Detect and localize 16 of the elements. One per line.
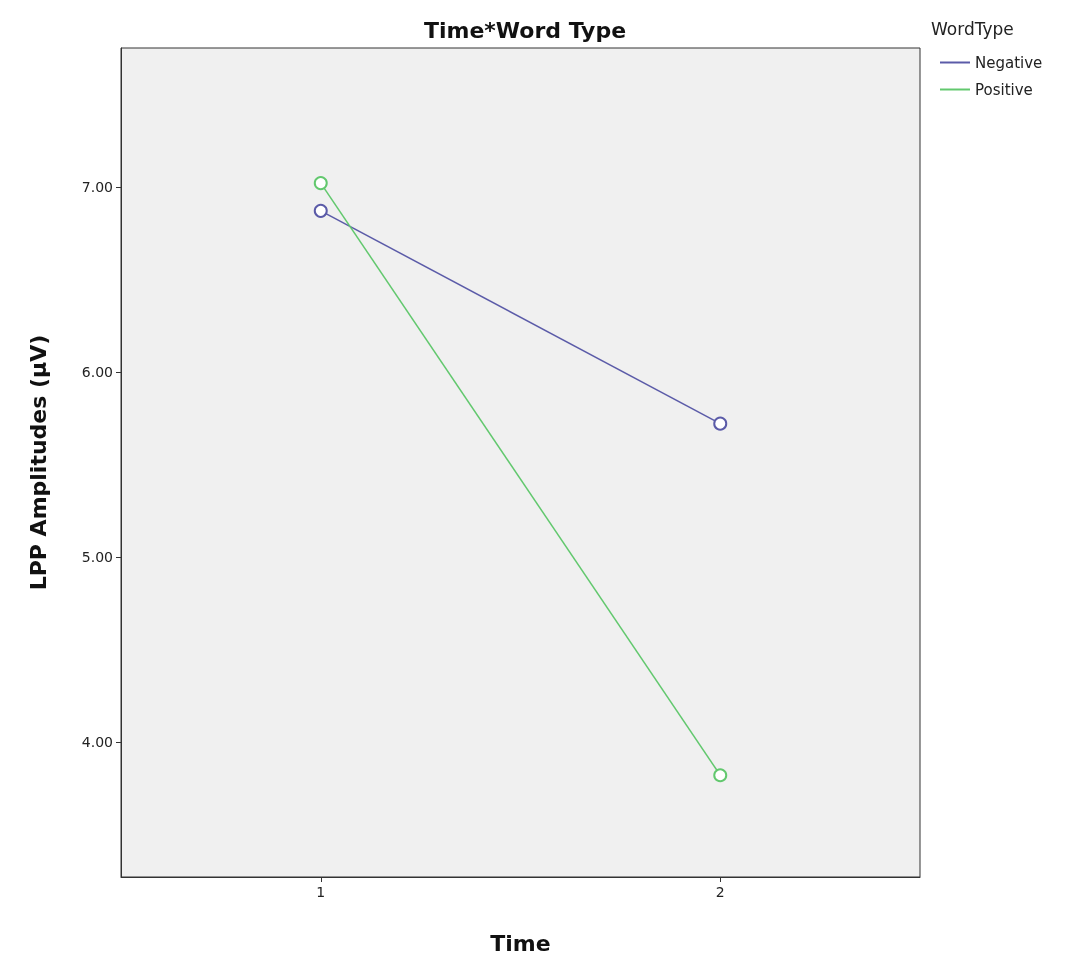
- legend-title: WordType: [931, 18, 1014, 39]
- y-tick-label: 7.00: [81, 178, 113, 195]
- chart-title: Time*Word Type: [423, 17, 627, 43]
- x-axis-title: Time: [490, 930, 551, 956]
- y-tick-label: 4.00: [81, 733, 113, 750]
- x-tick-label: 1: [316, 884, 326, 900]
- legend-label: Positive: [975, 80, 1033, 99]
- point: [713, 768, 728, 783]
- point: [313, 176, 328, 191]
- legend-label: Negative: [975, 53, 1043, 72]
- y-tick-label: 5.00: [81, 548, 113, 565]
- y-tick-label: 6.00: [81, 363, 113, 380]
- point: [713, 416, 728, 431]
- x-tick-label: 2: [715, 884, 725, 900]
- point: [313, 203, 328, 218]
- y-axis-title: LPP Amplitudes (μV): [25, 334, 51, 591]
